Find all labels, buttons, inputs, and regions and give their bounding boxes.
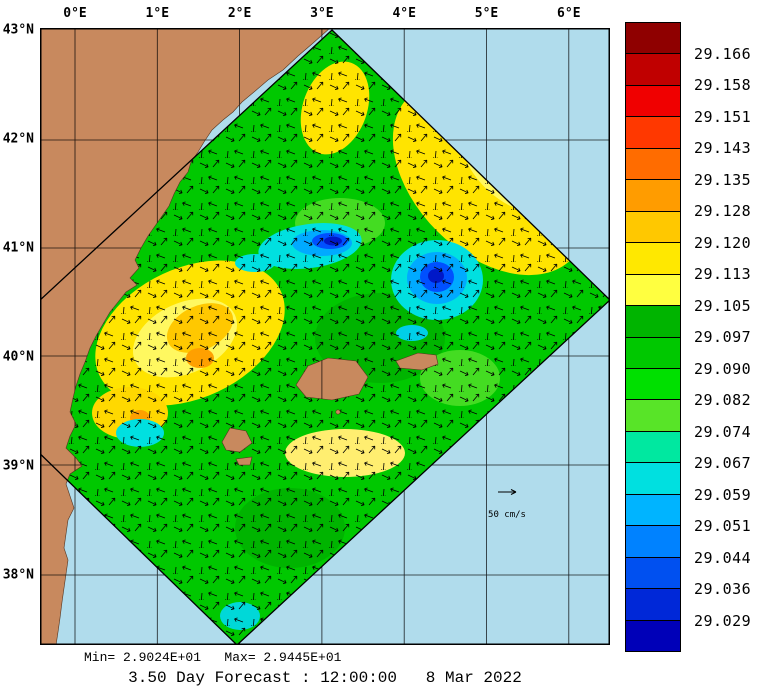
- lat-tick-label: 42°N: [2, 131, 34, 147]
- vector-scale-arrow: [498, 489, 517, 495]
- land-cabrera: [335, 409, 341, 415]
- land: [40, 28, 439, 645]
- lon-tick-label: 4°E: [392, 6, 416, 21]
- lon-axis: 0°E 1°E 2°E 3°E 4°E 5°E 6°E: [40, 0, 610, 26]
- map-frame: [40, 28, 610, 645]
- colorbar-cell: [626, 620, 680, 652]
- colorbar-tick-label: 29.029: [694, 611, 752, 630]
- lat-tick-label: 40°N: [2, 349, 34, 365]
- colorbar-cell: [626, 211, 680, 244]
- minmax-stats: Min= 2.9024E+01 Max= 2.9445E+01: [84, 650, 342, 665]
- colorbar-cell: [626, 526, 680, 558]
- colorbar-cell: [626, 274, 680, 307]
- colorbar-cell: [626, 494, 680, 527]
- model-domain-outline: [40, 29, 610, 645]
- lon-tick-label: 5°E: [474, 6, 499, 21]
- land-formentera: [235, 456, 253, 466]
- colorbar-tick-label: 29.097: [694, 328, 752, 346]
- colorbar: [625, 22, 681, 652]
- colorbar-tick-label: 29.036: [694, 580, 752, 598]
- land-mainland: [40, 28, 331, 645]
- colorbar-tick-label: 29.158: [694, 76, 752, 94]
- lon-tick-label: 6°E: [557, 6, 581, 21]
- land-menorca: [395, 352, 439, 371]
- lat-tick-label: 38°N: [2, 567, 34, 583]
- colorbar-cell: [626, 306, 680, 338]
- colorbar-cell: [626, 463, 680, 495]
- lat-tick-label: 41°N: [2, 240, 34, 256]
- land-ibiza: [221, 427, 253, 453]
- colorbar-tick-label: 29.044: [694, 548, 752, 567]
- current-vectors: [40, 30, 610, 645]
- lon-tick-label: 1°E: [145, 6, 170, 21]
- colorbar-tick-label: 29.128: [694, 202, 752, 220]
- colorbar-tick-label: 29.090: [694, 359, 752, 378]
- colorbar-tick-label: 29.135: [694, 170, 752, 189]
- plot-title: 3.50 Day Forecast : 12:00:00 8 Mar 2022: [128, 669, 522, 687]
- colorbar-cell: [626, 431, 680, 464]
- colorbar-cell: [626, 54, 680, 86]
- colorbar-tick-label: 29.067: [694, 454, 752, 472]
- colorbar-cell: [626, 400, 680, 432]
- colorbar-tick-label: 29.151: [694, 107, 752, 126]
- colorbar-labels: 29.166 29.158 29.151 29.143 29.135 29.128 29.1…: [690, 22, 764, 652]
- colorbar-tick-label: 29.105: [694, 296, 752, 315]
- colorbar-cell: [626, 117, 680, 149]
- colorbar-cell: [626, 85, 680, 118]
- lon-tick-label: 2°E: [227, 6, 252, 21]
- colorbar-cell: [626, 23, 680, 55]
- colorbar-tick-label: 29.166: [694, 44, 752, 63]
- lon-tick-label: 0°E: [63, 6, 87, 21]
- lon-tick-label: 3°E: [310, 6, 334, 21]
- colorbar-tick-label: 29.143: [694, 139, 752, 157]
- vector-scale-label: 50 cm/s: [488, 510, 526, 520]
- land-mallorca: [295, 357, 369, 401]
- colorbar-tick-label: 29.059: [694, 485, 752, 504]
- map-canvas: 50 cm/s: [40, 28, 610, 645]
- colorbar-cell: [626, 148, 680, 181]
- lat-tick-label: 39°N: [2, 458, 34, 474]
- colorbar-cell: [626, 589, 680, 621]
- lat-tick-label: 43°N: [2, 22, 34, 38]
- colorbar-tick-label: 29.082: [694, 391, 752, 409]
- colorbar-cell: [626, 368, 680, 401]
- colorbar-cell: [626, 243, 680, 275]
- colorbar-tick-label: 29.120: [694, 233, 752, 252]
- vector-scale-legend: 50 cm/s: [488, 489, 526, 520]
- colorbar-tick-label: 29.051: [694, 517, 752, 535]
- colorbar-cell: [626, 337, 680, 369]
- lat-axis: 43°N 42°N 41°N 40°N 39°N 38°N: [0, 23, 36, 645]
- colorbar-cell: [626, 557, 680, 590]
- colorbar-tick-label: 29.074: [694, 422, 752, 441]
- colorbar-cell: [626, 180, 680, 212]
- colorbar-tick-label: 29.113: [694, 265, 752, 283]
